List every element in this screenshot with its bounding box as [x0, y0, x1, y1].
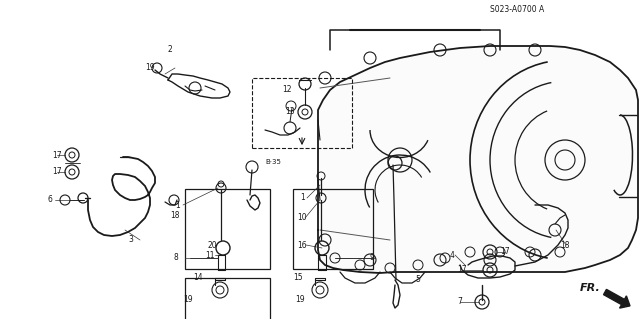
Text: 3: 3 — [128, 235, 133, 244]
Text: 7: 7 — [457, 298, 462, 307]
Text: 1: 1 — [300, 194, 305, 203]
Text: 18: 18 — [170, 211, 179, 219]
Text: 19: 19 — [295, 295, 305, 305]
Text: 14: 14 — [193, 273, 203, 283]
Text: 16: 16 — [297, 241, 307, 249]
Text: 6: 6 — [48, 196, 53, 204]
Text: 5: 5 — [415, 276, 420, 285]
Text: 13: 13 — [285, 108, 294, 116]
Text: S023-A0700 A: S023-A0700 A — [490, 5, 544, 14]
Bar — [252, 78, 352, 148]
Text: 8: 8 — [174, 254, 179, 263]
Text: 15: 15 — [293, 273, 303, 283]
Text: B·35: B·35 — [265, 159, 281, 165]
Polygon shape — [318, 46, 638, 273]
Text: 20: 20 — [208, 241, 218, 249]
Text: 17: 17 — [500, 248, 509, 256]
Text: 12: 12 — [282, 85, 291, 94]
Text: 17: 17 — [52, 167, 61, 176]
Text: 19: 19 — [183, 295, 193, 305]
Text: FR.: FR. — [580, 283, 601, 293]
Text: 2: 2 — [167, 46, 172, 55]
Text: 18: 18 — [560, 241, 570, 249]
Text: 4: 4 — [450, 250, 455, 259]
Text: 9: 9 — [370, 254, 375, 263]
Text: 10: 10 — [297, 213, 307, 222]
Text: 1: 1 — [175, 201, 180, 210]
Text: 17: 17 — [52, 151, 61, 160]
Bar — [185, 189, 270, 269]
Bar — [293, 189, 373, 269]
Bar — [185, 278, 270, 319]
Text: 11: 11 — [205, 250, 214, 259]
Text: 17: 17 — [457, 265, 467, 275]
FancyArrow shape — [604, 289, 630, 308]
Text: 19: 19 — [145, 63, 155, 72]
